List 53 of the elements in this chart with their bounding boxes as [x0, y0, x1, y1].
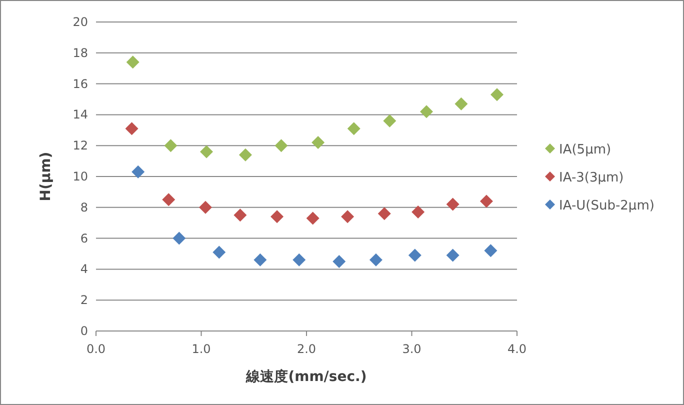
point: [274, 139, 288, 152]
legend-label: IA(5µm): [559, 142, 612, 158]
legend-label: IA-3(3µm): [559, 170, 624, 186]
y-tick-label: 20: [72, 15, 88, 29]
point: [306, 212, 320, 225]
y-tick-label: 12: [72, 138, 88, 153]
x-tick-label: 3.0: [402, 342, 422, 356]
y-tick-label: 4: [80, 262, 88, 276]
y-tick-label: 0: [80, 324, 88, 338]
point: [446, 248, 460, 262]
point: [238, 148, 252, 162]
y-tick-label: 18: [72, 46, 88, 60]
y-tick-label: 8: [80, 200, 88, 214]
y-tick-label: 14: [72, 108, 88, 122]
x-tick-label: 0.0: [86, 342, 106, 356]
y-tick-label: 6: [80, 231, 88, 246]
point: [198, 200, 212, 214]
point: [254, 253, 267, 266]
x-axis-title: 線速度(mm/sec.): [245, 368, 367, 385]
point: [312, 136, 325, 150]
point: [484, 244, 498, 258]
y-tick-label: 10: [72, 170, 88, 184]
point: [369, 253, 382, 266]
point: [162, 193, 176, 206]
point: [332, 254, 346, 268]
point: [270, 210, 284, 224]
point: [200, 145, 214, 158]
point: [412, 206, 425, 219]
point: [480, 194, 493, 208]
y-tick-label: 2: [80, 293, 88, 308]
point: [132, 165, 145, 178]
x-tick-label: 2.0: [296, 342, 316, 356]
point: [420, 105, 433, 118]
point: [126, 56, 140, 69]
point: [164, 139, 178, 152]
point: [446, 198, 460, 211]
point: [383, 114, 396, 128]
y-tick-label: 16: [72, 76, 88, 91]
point: [408, 248, 422, 262]
point: [341, 210, 354, 224]
point: [212, 246, 226, 259]
x-tick-label: 1.0: [192, 342, 211, 356]
x-tick-label: 4.0: [507, 342, 527, 356]
y-axis-title: H(µm): [38, 152, 54, 202]
point: [292, 253, 306, 266]
point: [347, 122, 360, 136]
point: [490, 88, 504, 102]
point: [125, 122, 138, 136]
legend-label: IA-U(Sub-2µm): [559, 198, 654, 214]
point: [234, 208, 247, 222]
point: [172, 232, 186, 245]
point: [378, 207, 391, 220]
point: [454, 97, 468, 110]
